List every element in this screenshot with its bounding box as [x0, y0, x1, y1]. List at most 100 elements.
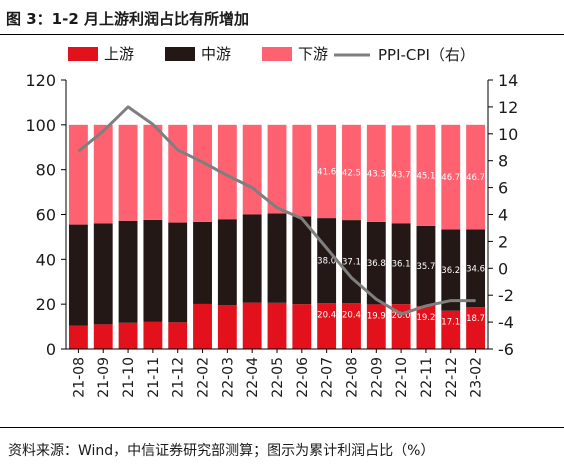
ppi-cpi-line — [77, 105, 476, 316]
bar-midstream-21-11 — [143, 219, 163, 322]
data-label-midstream-22-11: 35.7 — [416, 262, 435, 272]
data-label-midstream-22-10: 36.1 — [392, 260, 411, 270]
bar-midstream-22-12 — [441, 229, 461, 311]
bar-upstream-22-11 — [416, 305, 436, 349]
bar-downstream-21-10 — [118, 124, 138, 221]
bar-downstream-22-07 — [317, 124, 337, 219]
bar-upstream-22-08 — [342, 303, 361, 349]
data-label-midstream-22-12: 36.2 — [441, 266, 460, 276]
data-label-group: 20.4 38.0 41.6 20.4 37.1 42.5 19.9 36.8 43.3 20.0… — [317, 167, 485, 327]
data-label-downstream-22-07: 41.6 — [317, 167, 336, 177]
bar-midstream-23-02 — [466, 229, 486, 308]
x-tick-label: 22-10 — [394, 357, 410, 398]
left-tick-label: 40 — [36, 250, 56, 269]
stacked-bar-line-chart: 上游 中游 下游 PPI-CPI（右） 20.4 38.0 41.6 20.4 37.1 42.… — [25, 45, 518, 398]
legend-swatch-upstream — [68, 47, 98, 61]
right-tick-label: 2 — [498, 232, 508, 251]
bar-upstream-21-09 — [93, 324, 113, 349]
bar-upstream-22-07 — [317, 303, 337, 349]
legend-swatch-midstream — [165, 47, 195, 61]
left-tick-label: 0 — [46, 340, 56, 359]
bar-downstream-22-11 — [416, 124, 436, 226]
bar-downstream-23-02 — [466, 124, 486, 230]
data-label-upstream-22-09: 19.9 — [367, 311, 386, 321]
data-label-downstream-22-11: 45.1 — [416, 171, 435, 181]
data-label-upstream-22-11: 19.2 — [416, 313, 435, 323]
left-tick-label: 20 — [36, 295, 56, 314]
bar-downstream-22-09 — [366, 124, 386, 222]
bar-midstream-22-04 — [242, 214, 262, 303]
right-tick-label: -6 — [498, 340, 514, 359]
bar-downstream-22-04 — [242, 124, 262, 215]
data-label-downstream-22-09: 43.3 — [367, 169, 386, 179]
bar-upstream-22-03 — [217, 305, 237, 349]
x-tick-label: 22-06 — [295, 357, 311, 398]
bar-upstream-21-12 — [168, 322, 188, 349]
x-tick-label: 22-12 — [444, 357, 460, 398]
x-tick-label: 22-05 — [270, 357, 286, 398]
bar-midstream-22-02 — [193, 221, 212, 304]
bar-midstream-22-03 — [217, 219, 237, 306]
chart-axes: 0 20 40 60 80 100 120 -6 -4 -2 0 2 4 6 8 10 12 14 21-08 21-… — [25, 71, 518, 398]
x-tick-label: 21-09 — [96, 357, 112, 398]
right-tick-label: 6 — [498, 179, 508, 198]
left-tick-label: 60 — [36, 206, 56, 225]
legend-label-upstream: 上游 — [104, 45, 134, 63]
x-tick-label: 21-12 — [171, 357, 187, 398]
right-tick-label: 4 — [498, 206, 508, 225]
bar-upstream-23-02 — [466, 307, 486, 349]
right-tick-label: -2 — [498, 286, 514, 305]
left-tick-label: 120 — [25, 71, 56, 90]
legend-label-midstream: 中游 — [201, 45, 231, 63]
bar-upstream-21-10 — [118, 322, 138, 349]
figure-title: 图 3：1-2 月上游利润占比有所增加 — [6, 10, 249, 28]
bar-midstream-22-05 — [267, 213, 287, 303]
data-label-upstream-23-02: 18.7 — [466, 314, 485, 324]
right-tick-label: 14 — [498, 71, 518, 90]
figure-header: 图 3：1-2 月上游利润占比有所增加 — [0, 0, 564, 35]
x-tick-label: 21-11 — [146, 357, 162, 398]
legend-swatch-downstream — [262, 47, 292, 61]
bar-upstream-22-06 — [292, 304, 312, 349]
bar-upstream-21-08 — [68, 325, 88, 349]
data-label-upstream-22-07: 20.4 — [317, 310, 336, 320]
bar-downstream-21-09 — [93, 124, 113, 224]
bar-series-group — [68, 124, 486, 349]
x-tick-label: 22-07 — [320, 357, 336, 398]
bar-downstream-21-11 — [143, 124, 163, 220]
data-label-upstream-22-08: 20.4 — [342, 310, 361, 320]
data-label-midstream-23-02: 34.6 — [466, 264, 485, 274]
bar-midstream-22-11 — [416, 225, 436, 306]
right-tick-label: 0 — [498, 259, 508, 278]
right-tick-label: 12 — [498, 98, 518, 117]
bar-downstream-21-12 — [168, 124, 188, 223]
data-label-midstream-22-07: 38.0 — [317, 257, 336, 267]
bar-downstream-22-05 — [267, 124, 287, 214]
left-tick-label: 100 — [25, 116, 56, 135]
data-label-midstream-22-08: 37.1 — [342, 258, 361, 268]
bar-midstream-22-07 — [317, 218, 337, 304]
source-note: 资料来源：Wind，中信证券研究部测算；图示为累计利润占比（%） — [8, 443, 435, 459]
data-label-downstream-22-10: 43.7 — [392, 170, 411, 180]
right-tick-label: 10 — [498, 125, 518, 144]
line-series-group — [77, 105, 476, 316]
bar-upstream-22-05 — [267, 302, 287, 349]
x-tick-label: 21-08 — [71, 357, 87, 398]
data-label-downstream-22-08: 42.5 — [342, 168, 361, 178]
bar-upstream-22-12 — [441, 310, 461, 349]
x-tick-label: 21-10 — [121, 357, 137, 398]
bar-downstream-22-08 — [342, 124, 361, 221]
data-label-midstream-22-09: 36.8 — [367, 259, 386, 269]
chart-legend: 上游 中游 下游 PPI-CPI（右） — [68, 45, 475, 64]
bar-midstream-21-10 — [118, 220, 138, 323]
x-tick-label: 22-09 — [369, 357, 385, 398]
right-tick-label: -4 — [498, 313, 514, 332]
bar-downstream-21-08 — [68, 124, 88, 225]
bar-midstream-21-09 — [93, 223, 113, 325]
bar-upstream-22-02 — [193, 303, 212, 349]
bar-midstream-22-06 — [292, 216, 312, 305]
bar-downstream-22-12 — [441, 124, 461, 230]
bar-downstream-22-02 — [193, 124, 212, 222]
data-label-downstream-22-12: 46.7 — [441, 173, 460, 183]
bar-midstream-22-10 — [391, 223, 411, 305]
